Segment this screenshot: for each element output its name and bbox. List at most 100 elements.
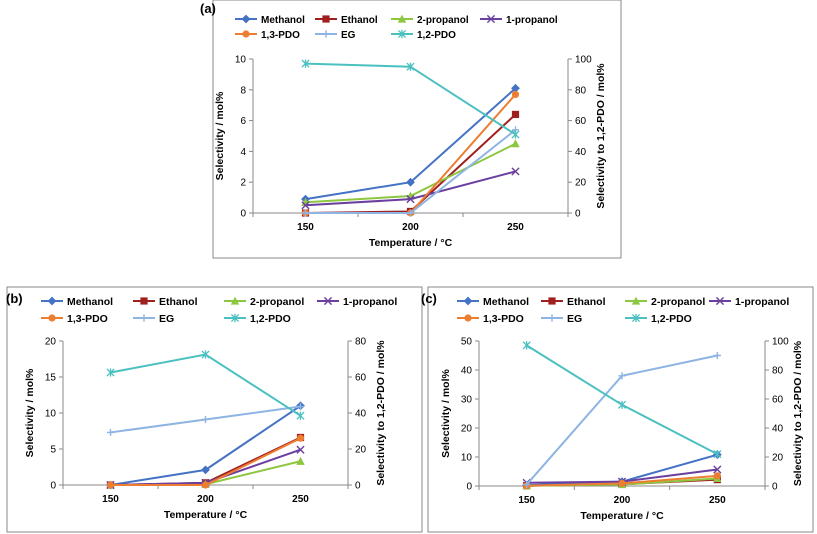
chart-panel-c: (c) 0 10 20 30 40 50 0 20 40 60 80 100 150 200 250 Tempe… (421, 286, 814, 533)
x-tick-label: 150 (297, 222, 314, 233)
left-tick-label: 30 (461, 395, 473, 406)
x-axis-title: Temperature / °C (580, 510, 664, 522)
left-tick-label: 5 (50, 445, 56, 456)
right-tick-label: 20 (772, 453, 784, 464)
data-point-1-2-pdo (713, 450, 722, 459)
y-axis-right-title: Selectivity to 1,2-PDO / mol% (792, 340, 804, 486)
legend-marker-1-propanol (486, 14, 496, 24)
legend-label-methanol: Methanol (67, 296, 113, 308)
legend-marker-1-3-pdo (464, 314, 472, 322)
y-axis-right-title: Selectivity to 1,2-PDO / mol% (595, 63, 607, 209)
data-point-eg (713, 351, 721, 360)
x-tick-label: 150 (102, 494, 119, 505)
right-tick-label: 80 (575, 85, 587, 96)
left-tick-label: 0 (50, 481, 56, 492)
legend-marker-2-propanol (230, 296, 240, 305)
legend-label-1-2-pdo: 1,2-PDO (250, 313, 291, 325)
left-tick-label: 4 (240, 147, 246, 158)
series-1-2-pdo (106, 350, 305, 420)
legend-marker-1-2-pdo (397, 29, 407, 39)
left-tick-label: 40 (461, 366, 473, 377)
legend: Methanol Ethanol 2-propanol 1-propanol 1,3-P… (235, 14, 558, 41)
data-point-1-3-pdo (296, 434, 305, 442)
legend-label-2-propanol: 2-propanol (417, 15, 469, 26)
data-point-1-2-pdo (201, 350, 210, 359)
left-tick-label: 8 (240, 85, 246, 96)
data-point-eg (201, 415, 210, 424)
right-tick-label: 60 (575, 116, 587, 127)
left-tick-label: 15 (45, 373, 57, 384)
panel-label: (a) (200, 1, 216, 16)
legend-label-ethanol: Ethanol (159, 296, 198, 308)
y-axis-title: Selectivity / mol% (214, 91, 226, 180)
data-point-1-2-pdo (106, 368, 115, 377)
series-eg (301, 126, 520, 217)
legend-marker-eg (140, 314, 148, 322)
legend-marker-methanol (47, 296, 57, 306)
legend-marker-1-2-pdo (230, 313, 240, 323)
y-axis-title: Selectivity / mol% (440, 368, 452, 457)
legend-marker-ethanol (140, 297, 148, 305)
data-point-1-propanol (713, 465, 722, 474)
legend-label-1-3-pdo: 1,3-PDO (67, 313, 108, 325)
legend-marker-ethanol (548, 297, 556, 305)
legend-label-methanol: Methanol (483, 296, 529, 308)
right-tick-label: 0 (772, 482, 778, 493)
y-axis-right-title: Selectivity to 1,2-PDO / mol% (375, 340, 387, 486)
legend-marker-eg (322, 30, 330, 38)
data-point-eg (106, 428, 115, 437)
right-tick-label: 40 (575, 147, 587, 158)
legend-label-eg: EG (341, 30, 356, 41)
legend-marker-1-3-pdo (48, 314, 56, 322)
data-point-1-propanol (406, 195, 415, 204)
data-point-1-3-pdo (201, 481, 210, 489)
legend-label-1-2-pdo: 1,2-PDO (417, 30, 456, 41)
legend: Methanol Ethanol 2-propanol 1-propanol 1,3-P… (41, 296, 397, 325)
data-point-1-2-pdo (522, 341, 531, 350)
data-point-2-propanol (296, 456, 305, 465)
right-tick-label: 40 (355, 409, 367, 420)
left-tick-label: 2 (240, 178, 246, 189)
data-point-eg (618, 372, 626, 380)
series-eg (523, 351, 721, 489)
data-point-1-3-pdo (106, 481, 115, 489)
x-tick-label: 200 (197, 494, 214, 505)
legend-marker-2-propanol (631, 296, 641, 305)
panel-border (6, 286, 423, 533)
legend-label-methanol: Methanol (261, 15, 305, 26)
series-1-propanol (301, 167, 520, 210)
legend-marker-eg (548, 314, 556, 322)
right-tick-label: 0 (575, 209, 581, 220)
left-tick-label: 10 (461, 453, 473, 464)
legend-marker-ethanol (322, 15, 330, 23)
legend: Methanol Ethanol 2-propanol 1-propanol 1,3-P… (457, 296, 789, 325)
legend-label-2-propanol: 2-propanol (250, 296, 304, 308)
right-tick-label: 20 (355, 445, 367, 456)
x-axis-title: Temperature / °C (369, 237, 453, 249)
left-tick-label: 10 (235, 55, 247, 66)
right-tick-label: 100 (772, 337, 789, 348)
left-tick-label: 20 (461, 424, 473, 435)
data-point-methanol (406, 177, 415, 187)
data-point-1-2-pdo (511, 130, 520, 139)
right-tick-label: 80 (772, 366, 784, 377)
series-1-3-pdo (106, 434, 305, 489)
legend-marker-methanol (241, 14, 251, 24)
series-1-3-pdo (523, 472, 721, 490)
y-axis-title: Selectivity / mol% (24, 368, 36, 457)
legend-marker-methanol (463, 296, 473, 306)
left-tick-label: 0 (466, 482, 472, 493)
right-tick-label: 80 (355, 337, 367, 348)
data-point-1-2-pdo (406, 62, 415, 71)
right-tick-label: 100 (575, 55, 592, 66)
data-point-1-2-pdo (296, 411, 305, 420)
right-tick-label: 0 (355, 481, 361, 492)
data-point-2-propanol (511, 139, 520, 148)
right-tick-label: 60 (355, 373, 367, 384)
legend-label-eg: EG (159, 313, 174, 325)
data-point-1-2-pdo (617, 400, 627, 409)
right-tick-label: 40 (772, 424, 784, 435)
left-tick-label: 50 (461, 337, 473, 348)
legend-label-1-propanol: 1-propanol (506, 15, 558, 26)
